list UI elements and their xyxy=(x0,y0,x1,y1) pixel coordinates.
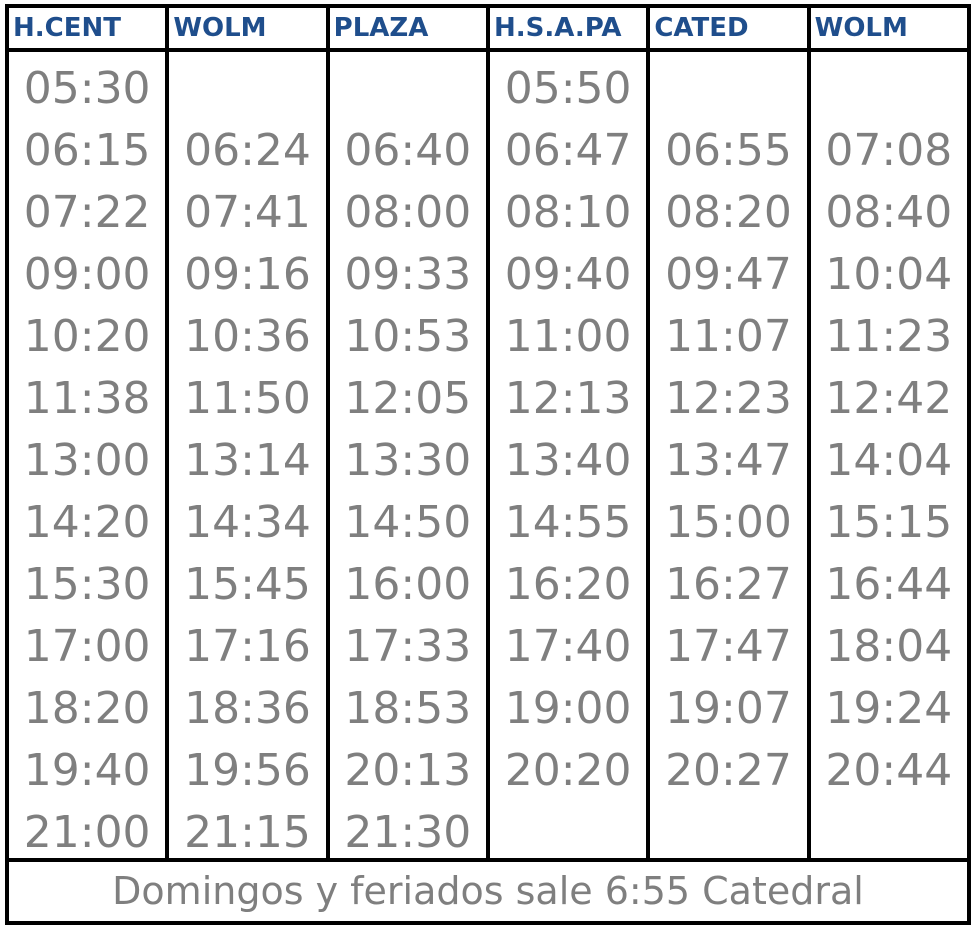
departure-time: 19:24 xyxy=(825,683,953,734)
departure-time: 16:00 xyxy=(344,559,472,610)
departure-time xyxy=(330,58,486,120)
departure-time: 12:23 xyxy=(665,373,792,424)
departure-time: 09:47 xyxy=(665,249,792,300)
departure-time: 15:45 xyxy=(184,559,311,610)
departure-time: 14:34 xyxy=(184,497,311,548)
departure-time: 16:27 xyxy=(665,559,792,610)
schedule-body: 05:30 06:15 07:22 09:00 10:20 11:38 13:00 14:20… xyxy=(9,52,967,862)
departure-time: 18:20 xyxy=(23,683,151,734)
header-plaza: PLAZA xyxy=(330,8,490,48)
departure-time: 17:40 xyxy=(504,621,632,672)
departure-time: 13:14 xyxy=(184,435,311,486)
sunday-holiday-note: Domingos y feriados sale 6:55 Catedral xyxy=(112,869,864,913)
departure-time: 19:56 xyxy=(184,745,311,796)
departure-time: 12:42 xyxy=(825,373,953,424)
header-wolm-return: WOLM xyxy=(814,13,908,43)
departure-time: 11:50 xyxy=(184,373,311,424)
departure-time: 08:10 xyxy=(504,187,632,238)
departure-time: 21:15 xyxy=(184,807,311,858)
header-h-cent: H.CENT xyxy=(9,8,170,48)
departure-time xyxy=(811,802,967,864)
departure-time: 20:20 xyxy=(504,745,632,796)
departure-time: 08:40 xyxy=(825,187,953,238)
departure-time: 15:30 xyxy=(23,559,151,610)
column-wolm: 06:24 07:41 09:16 10:36 11:50 13:14 14:34 15:45… xyxy=(169,52,330,858)
departure-time: 15:15 xyxy=(825,497,953,548)
departure-time: 21:00 xyxy=(23,807,151,858)
departure-time xyxy=(169,58,325,120)
departure-time: 20:13 xyxy=(344,745,472,796)
departure-time: 14:20 xyxy=(23,497,151,548)
departure-time: 05:30 xyxy=(23,63,151,114)
departure-time: 21:30 xyxy=(344,807,472,858)
departure-time: 16:20 xyxy=(504,559,632,610)
departure-time: 18:04 xyxy=(825,621,953,672)
schedule-header-row: H.CENT WOLM PLAZA H.S.A.PA CATED WOLM xyxy=(9,8,967,52)
departure-time xyxy=(490,802,646,864)
departure-time: 10:20 xyxy=(23,311,151,362)
departure-time: 10:53 xyxy=(344,311,472,362)
departure-time: 11:07 xyxy=(665,311,792,362)
column-h-cent: 05:30 06:15 07:22 09:00 10:20 11:38 13:00 14:20… xyxy=(9,52,170,858)
departure-time: 09:33 xyxy=(344,249,472,300)
departure-time: 10:36 xyxy=(184,311,311,362)
departure-time: 16:44 xyxy=(825,559,953,610)
departure-time xyxy=(811,58,967,120)
departure-time: 17:47 xyxy=(665,621,792,672)
departure-time: 17:33 xyxy=(344,621,472,672)
departure-time: 07:41 xyxy=(184,187,311,238)
departure-time: 19:07 xyxy=(665,683,792,734)
departure-time: 06:47 xyxy=(504,125,632,176)
departure-time: 18:53 xyxy=(344,683,472,734)
departure-time: 15:00 xyxy=(665,497,792,548)
departure-time: 13:40 xyxy=(504,435,632,486)
departure-time: 11:38 xyxy=(23,373,151,424)
departure-time: 12:13 xyxy=(504,373,632,424)
departure-time: 14:55 xyxy=(504,497,632,548)
departure-time: 13:00 xyxy=(23,435,151,486)
departure-time xyxy=(650,58,806,120)
column-cated: 06:55 08:20 09:47 11:07 12:23 13:47 15:00 16:27… xyxy=(650,52,811,858)
departure-time: 06:40 xyxy=(344,125,472,176)
departure-time: 07:08 xyxy=(825,125,953,176)
departure-time: 17:16 xyxy=(184,621,311,672)
departure-time: 06:15 xyxy=(23,125,151,176)
departure-time: 14:50 xyxy=(344,497,472,548)
departure-time: 19:40 xyxy=(23,745,151,796)
departure-time: 20:27 xyxy=(665,745,792,796)
departure-time: 07:22 xyxy=(23,187,151,238)
departure-time: 11:00 xyxy=(504,311,632,362)
departure-time: 08:20 xyxy=(665,187,792,238)
departure-time: 17:00 xyxy=(23,621,151,672)
column-h-s-a-pa: 05:50 06:47 08:10 09:40 11:00 12:13 13:40 14:55… xyxy=(490,52,651,858)
departure-time xyxy=(650,802,806,864)
header-cated: CATED xyxy=(650,8,811,48)
header-wolm: WOLM xyxy=(169,8,330,48)
departure-time: 06:24 xyxy=(184,125,311,176)
departure-time: 11:23 xyxy=(825,311,953,362)
departure-time: 14:04 xyxy=(825,435,953,486)
departure-time: 13:47 xyxy=(665,435,792,486)
departure-time: 06:55 xyxy=(665,125,792,176)
departure-time: 09:00 xyxy=(23,249,151,300)
header-h-s-a-pa: H.S.A.PA xyxy=(490,8,651,48)
column-plaza: 06:40 08:00 09:33 10:53 12:05 13:30 14:50 16:00… xyxy=(330,52,490,858)
departure-time: 09:40 xyxy=(504,249,632,300)
column-wolm-return: 07:08 08:40 10:04 11:23 12:42 14:04 15:15 16:44… xyxy=(811,52,967,858)
bus-schedule-table: H.CENT WOLM PLAZA H.S.A.PA CATED WOLM 05… xyxy=(5,4,971,925)
departure-time: 19:00 xyxy=(504,683,632,734)
departure-time: 10:04 xyxy=(825,249,953,300)
departure-time: 13:30 xyxy=(344,435,472,486)
departure-time: 20:44 xyxy=(825,745,953,796)
departure-time: 09:16 xyxy=(184,249,311,300)
departure-time: 08:00 xyxy=(344,187,472,238)
departure-time: 18:36 xyxy=(184,683,311,734)
departure-time: 05:50 xyxy=(504,63,632,114)
departure-time: 12:05 xyxy=(344,373,472,424)
